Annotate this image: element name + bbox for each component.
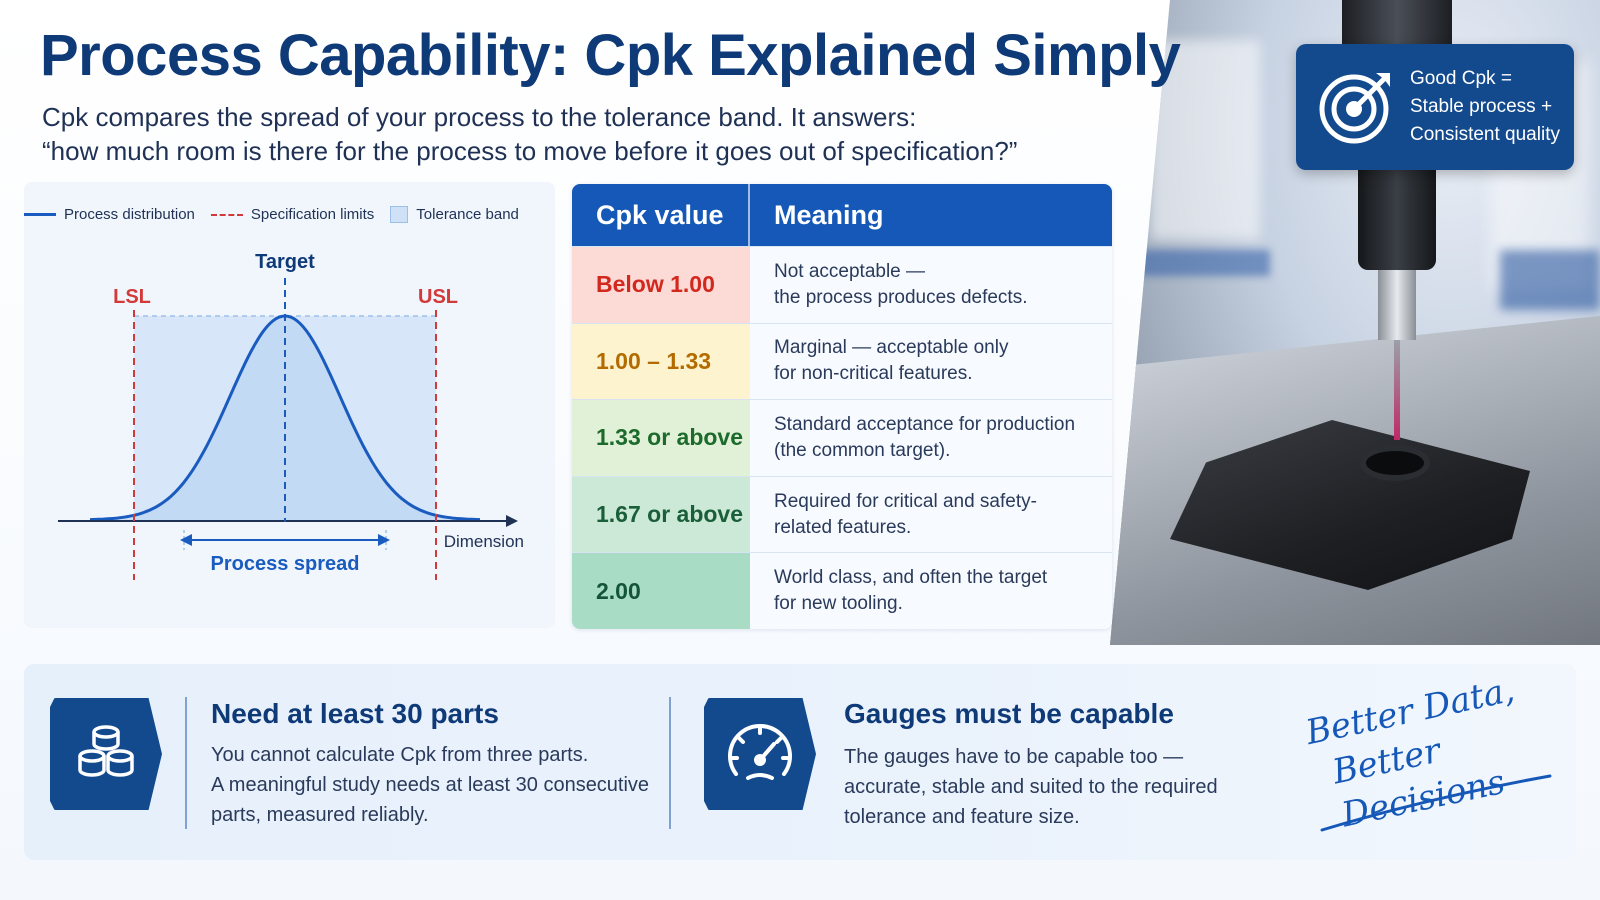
- legend-item-tolerance: Tolerance band: [390, 206, 519, 223]
- legend-label-distribution: Process distribution: [64, 206, 195, 223]
- parts-stack-icon: [78, 725, 134, 777]
- cpk-table-row: 1.33 or above Standard acceptance for pro…: [572, 399, 1112, 476]
- subtitle-line-1: Cpk compares the spread of your process …: [42, 102, 917, 132]
- cpk-table-row: 2.00 World class, and often the target for…: [572, 552, 1112, 629]
- card-1-text: You cannot calculate Cpk from three part…: [211, 740, 649, 830]
- legend-label-spec-limits: Specification limits: [250, 206, 375, 223]
- cpk-value-cell: Below 1.00: [572, 247, 750, 323]
- spread-arrowhead-right: [378, 534, 390, 546]
- cpk-table: Cpk value Meaning Below 1.00 Not acceptab…: [572, 184, 1112, 629]
- lsl-label: LSL: [113, 286, 151, 308]
- solid-line-swatch: [24, 213, 56, 216]
- cpk-meaning-cell: Marginal — acceptable only for non-critic…: [750, 323, 1112, 400]
- card-2-line-1: The gauges have to be capable too —: [844, 746, 1184, 768]
- page-title: Process Capability: Cpk Explained Simply: [40, 23, 1181, 88]
- subtitle-line-2: “how much room is there for the process …: [42, 136, 1018, 166]
- meaning-line-1: World class, and often the target: [774, 567, 1048, 589]
- tolerance-swatch: [390, 206, 409, 223]
- cpk-value-cell: 1.00 – 1.33: [572, 323, 750, 400]
- cpk-table-row: Below 1.00 Not acceptable — the process pr…: [572, 246, 1112, 323]
- target-arrow-icon: [1319, 73, 1390, 144]
- distribution-area: [90, 316, 480, 520]
- card-2-text: The gauges have to be capable too — accu…: [844, 742, 1218, 832]
- card-1-line-3: parts, measured reliably.: [211, 804, 429, 826]
- page-subtitle: Cpk compares the spread of your process …: [42, 100, 1017, 168]
- cpk-meaning-cell: World class, and often the target for new…: [750, 553, 1112, 629]
- header-meaning: Meaning: [774, 199, 884, 230]
- good-cpk-badge: Good Cpk = Stable process + Consistent q…: [1296, 44, 1574, 170]
- card-2-line-2: accurate, stable and suited to the requi…: [844, 776, 1218, 798]
- cpk-meaning-cell: Required for critical and safety-related…: [750, 476, 1112, 553]
- legend-item-spec-limits: Specification limits: [210, 206, 375, 223]
- meaning-line-2: for non-critical features.: [774, 363, 973, 385]
- cpk-value-cell: 1.67 or above: [572, 476, 750, 553]
- axis-arrowhead: [506, 515, 518, 527]
- cpk-table-row: 1.00 – 1.33 Marginal — acceptable only for…: [572, 322, 1112, 400]
- spread-arrowhead-left: [180, 534, 192, 546]
- distribution-chart: Target LSL USL Process spread Dimension: [58, 251, 524, 580]
- meaning-line-2: the process produces defects.: [774, 286, 1028, 308]
- dashed-line-swatch: [210, 213, 243, 216]
- slogan-underline: [1320, 774, 1552, 832]
- card-1-line-1: You cannot calculate Cpk from three part…: [211, 744, 589, 766]
- cpk-value-cell: 2.00: [572, 553, 750, 629]
- meaning-line-1: Standard acceptance for production: [774, 413, 1076, 435]
- meaning-line-1: Not acceptable —: [774, 260, 926, 282]
- card-1-title: Need at least 30 parts: [211, 698, 499, 729]
- usl-label: USL: [418, 286, 458, 308]
- gauge-icon: [728, 724, 792, 780]
- cpk-meaning-cell: Standard acceptance for production (the c…: [750, 400, 1112, 476]
- gauges-card-icon: [704, 698, 816, 810]
- target-label: Target: [255, 251, 315, 273]
- card-2-title: Gauges must be capable: [844, 698, 1174, 729]
- badge-line-2: Stable process +: [1410, 96, 1553, 117]
- header-cpk-value: Cpk value: [572, 184, 750, 246]
- meaning-line-2: (the common target).: [774, 439, 951, 461]
- meaning-line-1: Required for critical and safety-: [774, 490, 1037, 512]
- cards-divider: [669, 697, 671, 829]
- chart-legend: Process distribution Specification limit…: [24, 206, 535, 223]
- cpk-value-cell: 1.33 or above: [572, 400, 750, 476]
- parts-card-icon: [50, 698, 162, 810]
- meaning-line-1: Marginal — acceptable only: [774, 337, 1009, 359]
- process-spread-label: Process spread: [211, 553, 360, 575]
- legend-label-tolerance: Tolerance band: [416, 206, 519, 223]
- dimension-label: Dimension: [444, 532, 524, 551]
- cpk-table-header: Cpk value Meaning: [572, 184, 1112, 246]
- cpk-meaning-cell: Not acceptable — the process produces def…: [750, 247, 1112, 323]
- card-1-line-2: A meaningful study needs at least 30 con…: [211, 774, 650, 796]
- card-2-line-3: tolerance and feature size.: [844, 806, 1080, 828]
- cpk-table-row: 1.67 or above Required for critical and s…: [572, 475, 1112, 553]
- meaning-line-2: related features.: [774, 516, 912, 538]
- badge-line-3: Consistent quality: [1410, 124, 1560, 145]
- badge-line-1: Good Cpk =: [1410, 68, 1512, 89]
- meaning-line-2: for new tooling.: [774, 593, 903, 615]
- legend-item-distribution: Process distribution: [24, 206, 195, 223]
- card-1-separator: [185, 697, 187, 829]
